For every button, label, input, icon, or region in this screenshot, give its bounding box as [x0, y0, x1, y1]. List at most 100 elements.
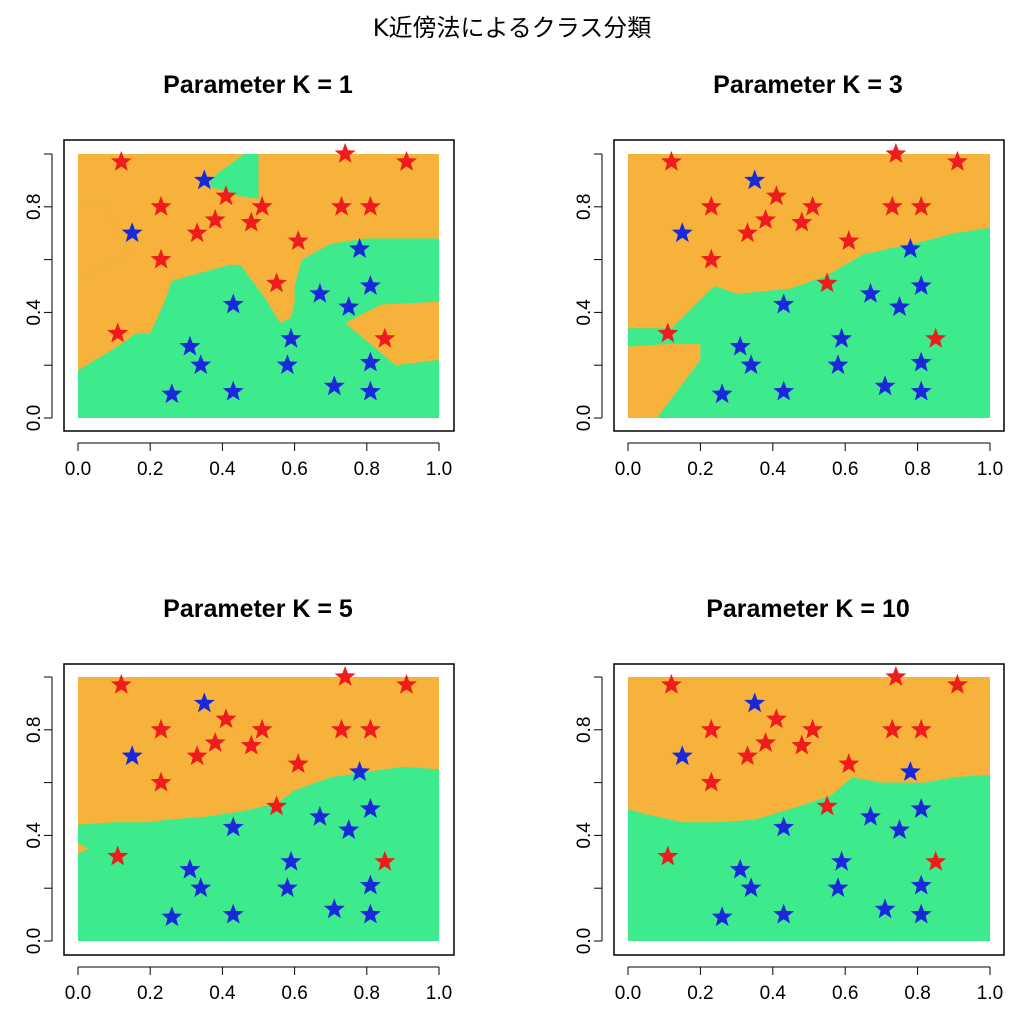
class-a-star	[910, 718, 932, 739]
panel-title: Parameter K = 3	[713, 71, 903, 99]
y-tick-label: 0.0	[24, 405, 45, 431]
class-a-star	[251, 195, 273, 216]
class-b-star	[309, 282, 331, 303]
x-tick-label: 0.6	[281, 983, 307, 1004]
class-a-star	[700, 248, 722, 269]
class-b-star	[193, 692, 215, 713]
region-a-4	[132, 227, 208, 273]
panel-title: Parameter K = 1	[163, 71, 353, 99]
class-a-star	[657, 845, 679, 866]
class-b-star	[359, 351, 381, 372]
class-b-star	[711, 383, 733, 404]
class-a-star	[215, 708, 237, 729]
class-b-star	[179, 858, 201, 879]
class-a-star	[374, 327, 396, 348]
class-b-star	[323, 898, 345, 919]
class-b-star	[276, 877, 298, 898]
class-a-star	[186, 222, 208, 243]
class-b-star	[711, 906, 733, 927]
class-b-star	[910, 903, 932, 924]
class-a-star	[838, 230, 860, 250]
class-b-star	[359, 874, 381, 895]
class-b-star	[889, 819, 910, 839]
class-b-star	[309, 805, 331, 826]
class-b-star	[740, 877, 762, 898]
class-b-star	[773, 903, 795, 924]
class-a-star	[331, 195, 352, 216]
class-a-star	[396, 150, 417, 171]
class-b-star	[359, 275, 381, 295]
class-b-star	[773, 380, 795, 401]
class-b-star	[121, 745, 143, 766]
plot-frame	[63, 663, 455, 956]
class-a-star	[110, 673, 132, 694]
class-b-star	[161, 383, 183, 404]
class-a-star	[802, 718, 824, 739]
x-tick-label: 1.0	[977, 459, 1003, 480]
class-b-star	[899, 238, 921, 258]
class-a-star	[266, 795, 287, 816]
y-tick-label: 0.4	[24, 299, 45, 326]
class-a-star	[215, 185, 237, 206]
class-b-star	[338, 819, 360, 839]
class-b-star	[860, 282, 881, 303]
class-b-star	[280, 850, 302, 871]
class-a-star	[816, 795, 838, 816]
class-b-star	[222, 903, 244, 924]
class-a-star	[881, 718, 903, 739]
class-b-star	[359, 380, 381, 401]
class-b-star	[349, 761, 370, 781]
class-b-star	[190, 354, 212, 375]
class-b-star	[860, 805, 881, 826]
x-tick-label: 0.8	[904, 983, 930, 1004]
region-a-2	[628, 344, 701, 418]
x-tick-label: 1.0	[977, 983, 1003, 1004]
plot-frame	[613, 663, 1005, 956]
class-a-star	[755, 732, 776, 752]
x-tick-label: 0.6	[832, 459, 858, 480]
class-a-star	[910, 195, 932, 216]
class-a-star	[186, 745, 208, 766]
x-tick-label: 0.8	[354, 459, 380, 480]
class-a-star	[737, 222, 758, 243]
class-a-star	[334, 666, 356, 686]
panel-2: Parameter K = 3 0.0 0.2 0.4 0.6 0.8 1.0 0.0 0.4 0…	[574, 71, 1005, 480]
x-tick-label: 0.0	[65, 459, 91, 480]
class-b-star	[349, 238, 370, 258]
class-a-star	[107, 845, 129, 866]
class-b-star	[910, 874, 932, 895]
x-tick-label: 0.0	[615, 983, 641, 1004]
class-a-star	[240, 734, 262, 755]
x-tick-label: 0.0	[615, 459, 641, 480]
class-a-star	[661, 673, 682, 694]
class-a-star	[700, 195, 722, 216]
class-a-star	[204, 209, 226, 229]
class-b-star	[190, 877, 212, 898]
class-b-star	[874, 898, 896, 919]
x-tick-label: 0.4	[209, 459, 236, 480]
x-tick-label: 0.2	[687, 459, 713, 480]
class-a-star	[755, 209, 776, 229]
class-a-star	[657, 322, 679, 343]
class-a-star	[802, 195, 824, 216]
class-b-star	[910, 351, 932, 372]
class-b-star	[773, 816, 795, 837]
region-a-3	[345, 301, 439, 366]
class-b-star	[671, 222, 693, 243]
class-b-star	[161, 906, 183, 927]
class-b-star	[222, 380, 244, 401]
class-a-star	[700, 718, 722, 739]
class-b-star	[121, 222, 143, 243]
region-a-2	[78, 843, 89, 854]
figure-title: K近傍法によるクラス分類	[372, 14, 652, 42]
x-tick-label: 1.0	[426, 983, 452, 1004]
x-tick-label: 0.2	[137, 459, 163, 480]
class-a-star	[150, 248, 172, 269]
y-tick-label: 0.4	[24, 822, 45, 849]
class-a-star	[925, 850, 947, 871]
class-a-star	[150, 195, 172, 216]
class-a-star	[107, 322, 129, 343]
x-tick-label: 0.0	[65, 983, 91, 1004]
class-a-star	[359, 718, 381, 739]
